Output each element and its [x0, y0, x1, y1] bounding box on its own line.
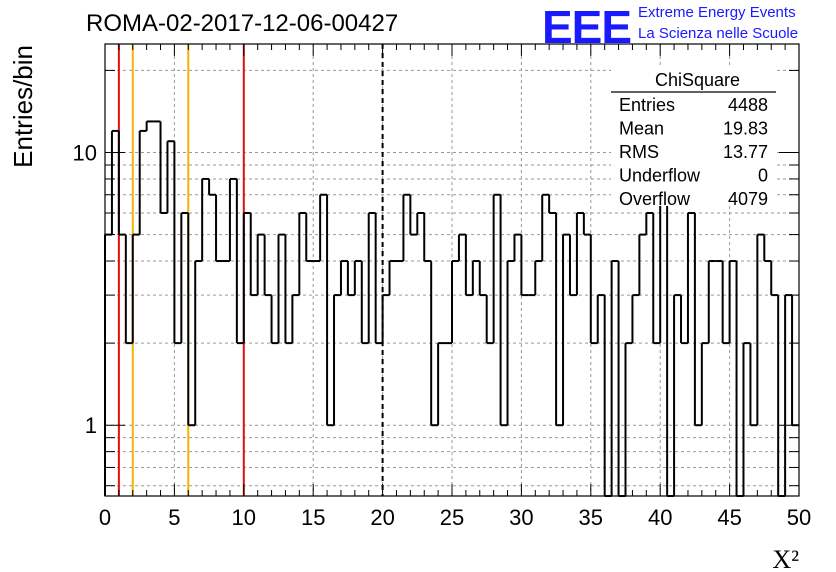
- x-tick-label: 40: [648, 505, 672, 530]
- x-tick-label: 5: [168, 505, 180, 530]
- stats-value: 19.83: [723, 119, 768, 139]
- stats-value: 13.77: [723, 142, 768, 162]
- x-axis-label: X²: [772, 545, 799, 572]
- x-tick-label: 30: [509, 505, 533, 530]
- y-tick-label: 10: [73, 141, 97, 166]
- stats-box-bg: [611, 66, 776, 206]
- stats-value: 4488: [728, 95, 768, 115]
- stats-value: 4079: [728, 189, 768, 209]
- x-tick-label: 15: [301, 505, 325, 530]
- y-axis-label: Entries/bin: [8, 45, 38, 168]
- chart-title: ROMA-02-2017-12-06-00427: [86, 10, 399, 37]
- stats-box-title: ChiSquare: [655, 70, 740, 90]
- stats-label: RMS: [619, 142, 659, 162]
- logo-subtitle-1: Extreme Energy Events: [638, 4, 796, 21]
- x-tick-label: 45: [717, 505, 741, 530]
- stats-value: 0: [758, 166, 768, 186]
- x-tick-label: 20: [370, 505, 394, 530]
- stats-label: Underflow: [619, 166, 701, 186]
- stats-label: Mean: [619, 119, 664, 139]
- x-tick-label: 0: [99, 505, 111, 530]
- stats-label: Overflow: [619, 189, 691, 209]
- x-tick-label: 25: [440, 505, 464, 530]
- stats-label: Entries: [619, 95, 675, 115]
- x-tick-label: 35: [579, 505, 603, 530]
- x-tick-label: 50: [787, 505, 811, 530]
- y-tick-label: 1: [85, 413, 97, 438]
- x-tick-label: 10: [232, 505, 256, 530]
- logo-subtitle-2: La Scienza nelle Scuole: [638, 25, 799, 42]
